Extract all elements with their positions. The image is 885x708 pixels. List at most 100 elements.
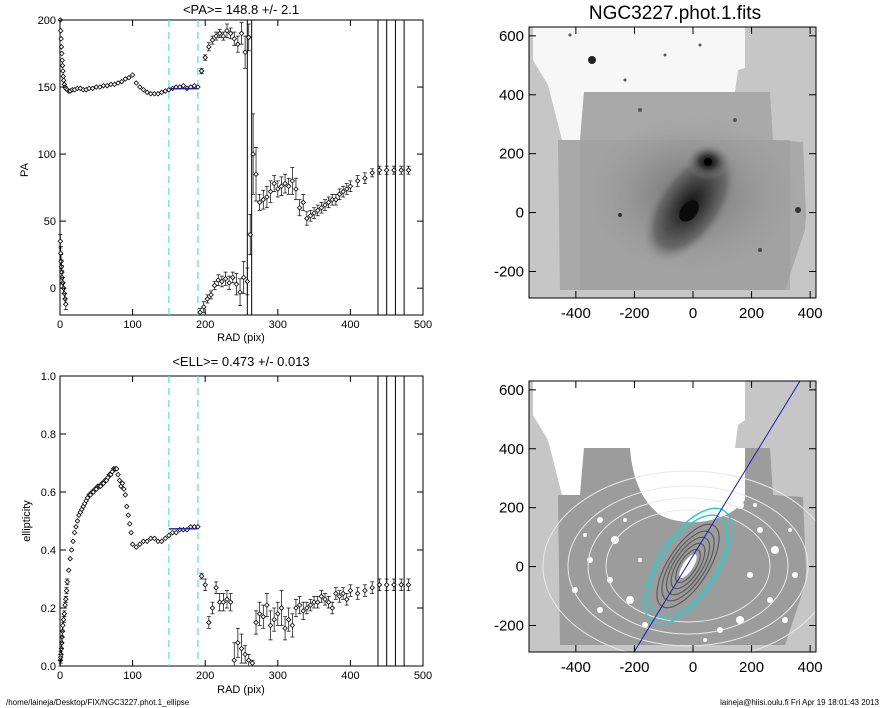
pa-data-point [278, 183, 285, 190]
ell-data-point [71, 529, 78, 536]
ell-y-tick-label: 1.0 [41, 371, 56, 383]
pa-data-point [198, 68, 205, 74]
ell-data-point [65, 567, 72, 574]
pa-data-point [57, 27, 64, 34]
footer-user-date: laineja@hiisi.oulu.fi Fri Apr 19 18:01:4… [720, 698, 879, 707]
pa-data-point [233, 281, 240, 287]
pa-data-point [230, 274, 236, 281]
ell-axis-ticks: 0 100 200 300 400 500 0.0 0.2 0.4 0.6 0.8 1.0 [41, 371, 432, 682]
pa-data-point [398, 167, 404, 173]
mask-central-white-area [630, 448, 745, 523]
pa-data-point [151, 90, 158, 97]
ell-x-tick-label: 500 [414, 670, 432, 682]
ell-data-point [147, 535, 154, 542]
ell-data-point [253, 619, 259, 626]
pa-data-point [140, 86, 147, 93]
ell-y-tick-label: 0.8 [41, 429, 56, 441]
pa-data-point [58, 258, 64, 265]
pa-data-point [293, 186, 299, 192]
pa-y-tick-label: 150 [38, 82, 56, 94]
pa-data-point [60, 73, 67, 80]
ell-data-point [336, 593, 343, 600]
ell-data-point [125, 512, 132, 518]
ell-data-point [122, 492, 129, 498]
fits-axis-ticks: -400 -200 0 200 400 -200 0 200 400 600 [494, 27, 823, 322]
ell-data-point [242, 651, 248, 658]
ell-data-point [322, 596, 328, 603]
pa-data-point [285, 183, 292, 190]
pa-data-point [93, 84, 100, 90]
ell-data-point [166, 532, 172, 539]
ellipticity-panel: 0 100 200 300 400 500 0.0 0.2 0.4 0.6 0.8 1.0 <ELL>… [21, 354, 432, 696]
mask-y-tick-label: 0 [516, 559, 524, 576]
pa-data-point [60, 68, 66, 74]
pa-data-point [322, 202, 328, 208]
ell-data-point [115, 471, 121, 478]
fits-x-tick-label: 400 [798, 305, 823, 322]
pa-data-point [318, 204, 325, 211]
pa-data-point [307, 213, 314, 219]
pa-data-point [206, 44, 212, 50]
pa-plot-frame [59, 19, 424, 316]
ell-data-point [158, 538, 165, 545]
pa-x-tick-label: 400 [341, 319, 359, 331]
ell-data-point [169, 529, 176, 536]
fits-y-tick-label: 400 [499, 87, 524, 104]
ell-y-tick-label: 0.6 [41, 487, 56, 499]
mask-image [529, 381, 816, 652]
pa-data-point [155, 90, 161, 97]
pa-data-point [222, 276, 229, 282]
ell-data-point [124, 503, 130, 510]
pa-data-point [89, 85, 96, 92]
ell-data-point [285, 616, 292, 623]
pa-data-point [158, 89, 165, 96]
fits-title: NGC3227.phot.1.fits [589, 3, 761, 24]
pa-data-point [238, 30, 245, 37]
ell-data-point [151, 535, 158, 542]
ell-data-point [311, 599, 317, 605]
pa-data-point [208, 292, 214, 298]
ell-data-point [70, 538, 76, 545]
pa-data-point [314, 207, 321, 214]
pa-data-point [325, 199, 332, 206]
pa-data-point [296, 204, 303, 211]
ell-data-point [57, 654, 64, 661]
mask-upper-region [533, 381, 745, 495]
ell-data-point [140, 538, 147, 545]
pa-data-point [213, 33, 219, 39]
ell-data-point [119, 480, 126, 487]
ell-data-point [245, 657, 252, 663]
ell-data-point [155, 538, 161, 545]
pa-data-point [108, 81, 114, 88]
pa-data-point [118, 78, 125, 85]
pa-data-point [344, 186, 350, 192]
ell-y-tick-label: 0.2 [41, 603, 56, 615]
pa-data-point [115, 80, 121, 86]
pa-data-point [253, 171, 259, 177]
ell-data-point [116, 477, 123, 484]
ell-data-point [264, 602, 270, 608]
pa-data-point [369, 170, 375, 176]
pa-data-point [63, 301, 69, 308]
pa-x-tick-label: 300 [269, 319, 287, 331]
ell-data-point [74, 518, 81, 524]
pa-data-marks [57, 17, 412, 316]
ell-data-point [289, 622, 296, 629]
galaxy-image [529, 27, 816, 298]
pa-data-point [216, 30, 223, 37]
ell-ylabel: ellipticity [21, 500, 33, 542]
ell-data-point [216, 599, 223, 605]
ell-data-point [249, 660, 256, 666]
fits-y-tick-label: 200 [499, 146, 524, 163]
ell-data-marks [57, 466, 412, 667]
pa-data-point [129, 72, 136, 78]
pa-data-point [333, 196, 339, 203]
image-upper-region [533, 27, 745, 140]
mask-x-tick-label: 200 [739, 659, 764, 676]
ell-y-tick-label: 0.0 [41, 661, 56, 673]
ell-data-point [278, 605, 285, 611]
ell-data-point [347, 587, 354, 594]
ell-data-point [202, 582, 208, 588]
ell-data-point [314, 599, 321, 605]
